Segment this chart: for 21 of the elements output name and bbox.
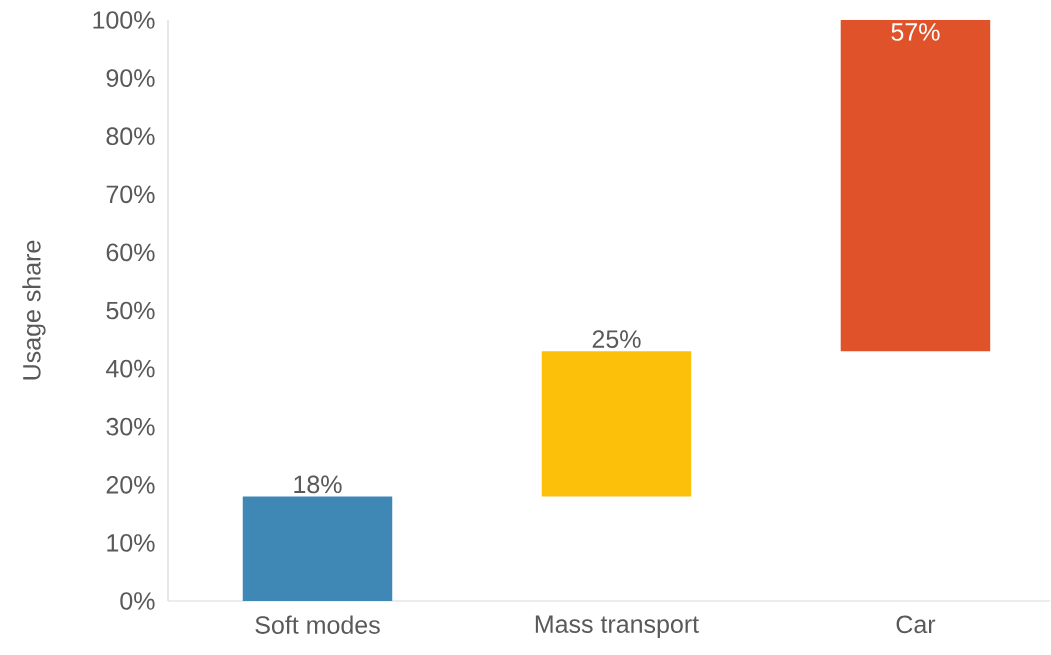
y-tick-label: 20% [106, 475, 155, 494]
data-label: 18% [294, 475, 342, 494]
bar [840, 19, 991, 352]
y-tick-label: 60% [106, 243, 155, 262]
bar [242, 496, 393, 601]
x-tick-label: Car [896, 615, 936, 634]
data-label: 57% [891, 23, 940, 41]
y-tick-label: 0% [120, 592, 155, 610]
bar [541, 351, 692, 497]
x-tick-label: Soft modes [255, 615, 380, 634]
y-tick-label: 80% [106, 127, 155, 146]
x-tick-label: Mass transport [535, 615, 699, 638]
y-tick-label: 70% [106, 185, 155, 204]
data-label: 25% [592, 330, 641, 348]
y-tick-label: 40% [106, 359, 155, 378]
y-tick-label: 90% [106, 69, 155, 87]
y-tick-label: 10% [107, 534, 155, 552]
y-axis-title: Usage share [22, 240, 46, 380]
y-tick-label: 50% [106, 301, 155, 320]
y-tick-label: 30% [106, 417, 155, 436]
y-tick-label: 100% [93, 11, 155, 29]
